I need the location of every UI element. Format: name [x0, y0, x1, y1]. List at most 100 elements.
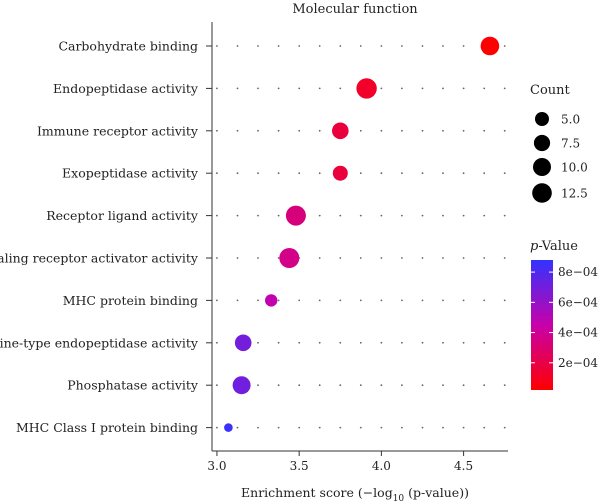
color-legend: p-Value 8e−04 6e−04 4e−04 2e−04 [530, 239, 598, 390]
grid-dot [442, 87, 444, 90]
size-legend-symbol [532, 183, 552, 203]
grid-dot [298, 129, 301, 132]
grid-dot [483, 426, 486, 429]
grid-dot [380, 384, 383, 387]
category-label: Phosphatase activity [67, 378, 199, 393]
grid-dot [380, 87, 383, 90]
grid-dot [380, 45, 383, 47]
grid-dot [380, 257, 383, 259]
grid-dot [318, 214, 321, 217]
grid-dot [380, 129, 383, 132]
grid-dot [462, 45, 465, 47]
grid-dot [339, 257, 342, 259]
plot-area [211, 22, 508, 452]
category-label: MHC Class I protein binding [16, 420, 198, 435]
grid-dot [380, 426, 383, 429]
grid-dot [298, 87, 301, 90]
grid-dot [401, 426, 403, 429]
grid-dot [442, 299, 444, 302]
grid-dot [503, 45, 506, 47]
data-point [232, 376, 251, 395]
data-point [279, 248, 300, 268]
grid-dot [257, 172, 259, 175]
category-label: Receptor ligand activity [46, 208, 199, 223]
data-point [480, 36, 500, 56]
grid-dot [216, 45, 218, 47]
grid-dot [380, 172, 383, 175]
grid-dot [277, 214, 280, 217]
category-label: Endopeptidase activity [53, 81, 199, 96]
grid-dot [421, 341, 424, 344]
grid-dot [257, 214, 259, 217]
size-legend-label: 10.0 [561, 161, 588, 175]
grid-dot [462, 341, 465, 344]
grid-dot [421, 299, 424, 302]
x-tick-label: 3.0 [207, 459, 226, 473]
chart-title: Molecular function [292, 2, 418, 17]
grid-dot [216, 172, 218, 175]
grid-dot [401, 384, 403, 387]
grid-dot [483, 129, 486, 132]
grid-dot [380, 299, 383, 302]
grid-dot [236, 257, 239, 259]
grid-dot [257, 299, 259, 302]
grid-dot [401, 172, 403, 175]
grid-dot [277, 341, 280, 344]
grid-dot [318, 299, 321, 302]
grid-dot [401, 214, 403, 217]
x-tick-label: 4.5 [454, 459, 473, 473]
grid-dot [503, 172, 506, 175]
grid-dot [483, 299, 486, 302]
grid-dot [257, 384, 259, 387]
grid-dot [421, 426, 424, 429]
grid-dot [216, 214, 218, 217]
grid-dot [216, 87, 218, 90]
grid-dot [257, 45, 259, 47]
x-axis-label-subscript: 10 [393, 494, 405, 504]
grid-dot [503, 87, 506, 90]
grid-dot [503, 341, 506, 344]
grid-dot [503, 299, 506, 302]
grid-dot [318, 87, 321, 90]
grid-dot [503, 257, 506, 259]
grid-dot [503, 214, 506, 217]
grid-dot [462, 299, 465, 302]
grid-dot [318, 384, 321, 387]
grid-dot [236, 87, 239, 90]
grid-dot [216, 129, 218, 132]
category-label: Serine-type endopeptidase activity [0, 335, 199, 350]
grid-dot [339, 214, 342, 217]
x-axis-label-part-1: Enrichment score (−log [241, 485, 393, 500]
grid-dot [277, 384, 280, 387]
grid-dot [318, 172, 321, 175]
category-label: Signaling receptor activator activity [0, 251, 199, 266]
grid-dot [339, 87, 342, 90]
data-point [234, 334, 252, 352]
grid-dot [462, 172, 465, 175]
grid-dot [236, 45, 239, 47]
grid-dot [277, 257, 280, 259]
grid-dot [442, 341, 444, 344]
grid-dot [421, 129, 424, 132]
grid-dot [257, 87, 259, 90]
grid-dot [236, 129, 239, 132]
grid-dot [503, 426, 506, 429]
grid-dot [483, 172, 486, 175]
grid-dot [401, 129, 403, 132]
color-legend-label: 8e−04 [558, 265, 598, 279]
grid-dot [359, 299, 362, 302]
color-legend-label: 4e−04 [558, 326, 598, 340]
grid-dot [216, 257, 218, 259]
grid-dot [257, 341, 259, 344]
grid-dot [236, 426, 239, 429]
color-legend-title-rest: -Value [538, 239, 578, 254]
grid-dot [298, 299, 301, 302]
grid-dot [277, 129, 280, 132]
category-label: Immune receptor activity [37, 123, 199, 138]
grid-dot [257, 257, 259, 259]
grid-dot [462, 426, 465, 429]
color-bar [531, 260, 553, 390]
data-point [356, 78, 377, 99]
grid-dot [421, 384, 424, 387]
